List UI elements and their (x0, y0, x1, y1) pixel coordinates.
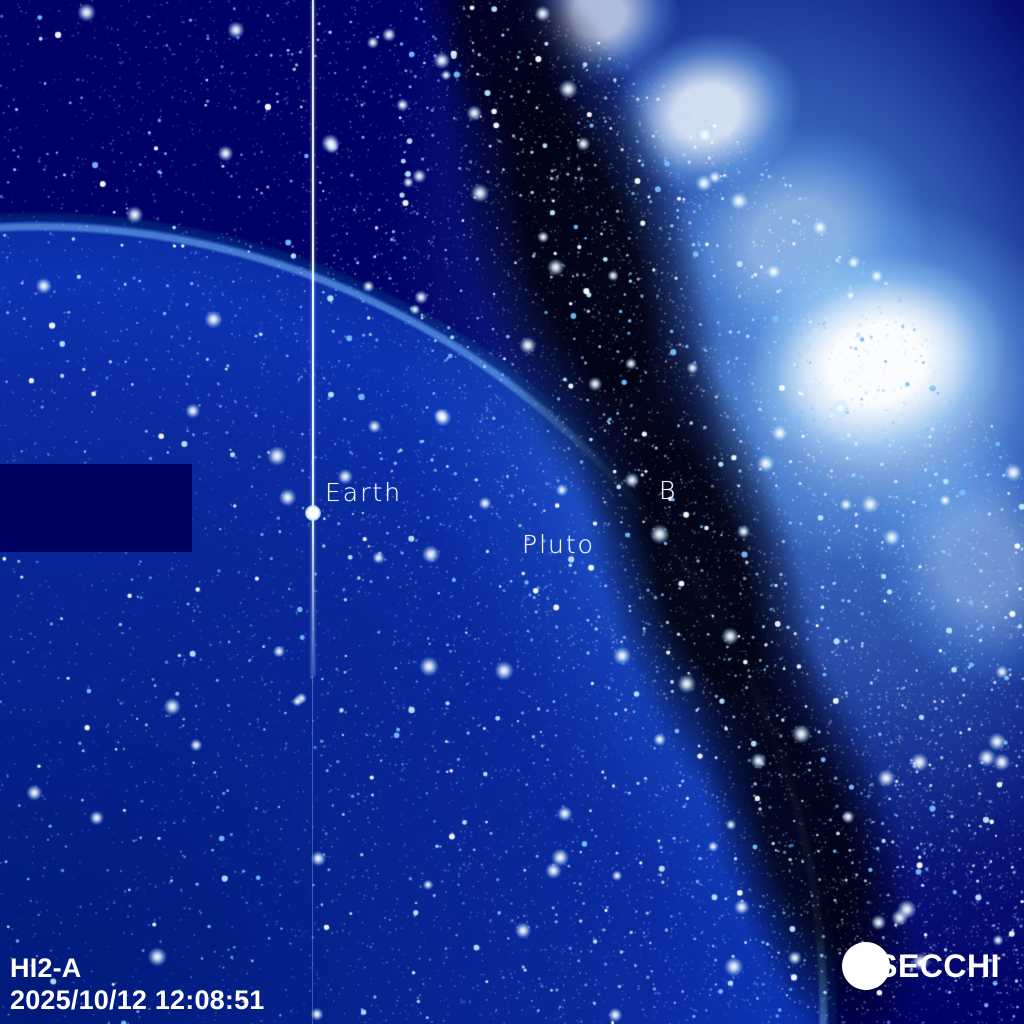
secchi-logo: SECCHI (842, 942, 1000, 990)
instrument-name: HI2-A (10, 953, 82, 984)
image-caption: HI2-A 2025/10/12 12:08:51 (10, 953, 265, 1016)
image-timestamp: 2025/10/12 12:08:51 (10, 984, 265, 1015)
secchi-disc-icon (842, 942, 891, 990)
secchi-logo-text: SECCHI (876, 947, 1000, 984)
